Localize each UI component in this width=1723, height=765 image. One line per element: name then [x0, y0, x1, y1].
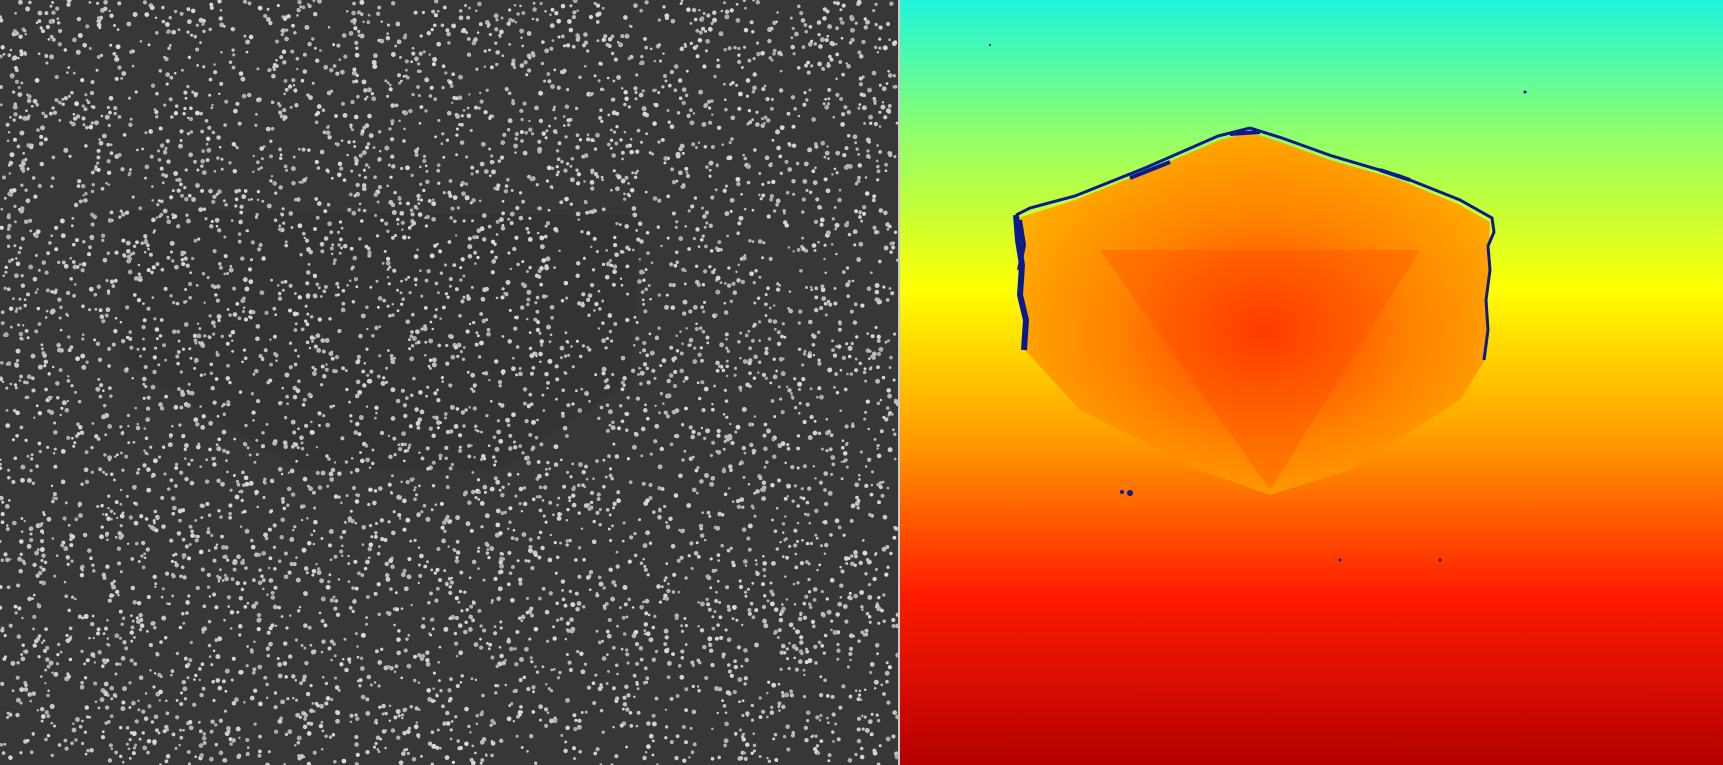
depth-map-panel — [900, 0, 1723, 765]
speckle-pattern-image — [0, 0, 898, 765]
speckle-pattern-panel — [0, 0, 898, 765]
object-depth-region — [1018, 132, 1490, 495]
panel-divider — [898, 0, 900, 765]
depth-map-image — [900, 0, 1723, 765]
